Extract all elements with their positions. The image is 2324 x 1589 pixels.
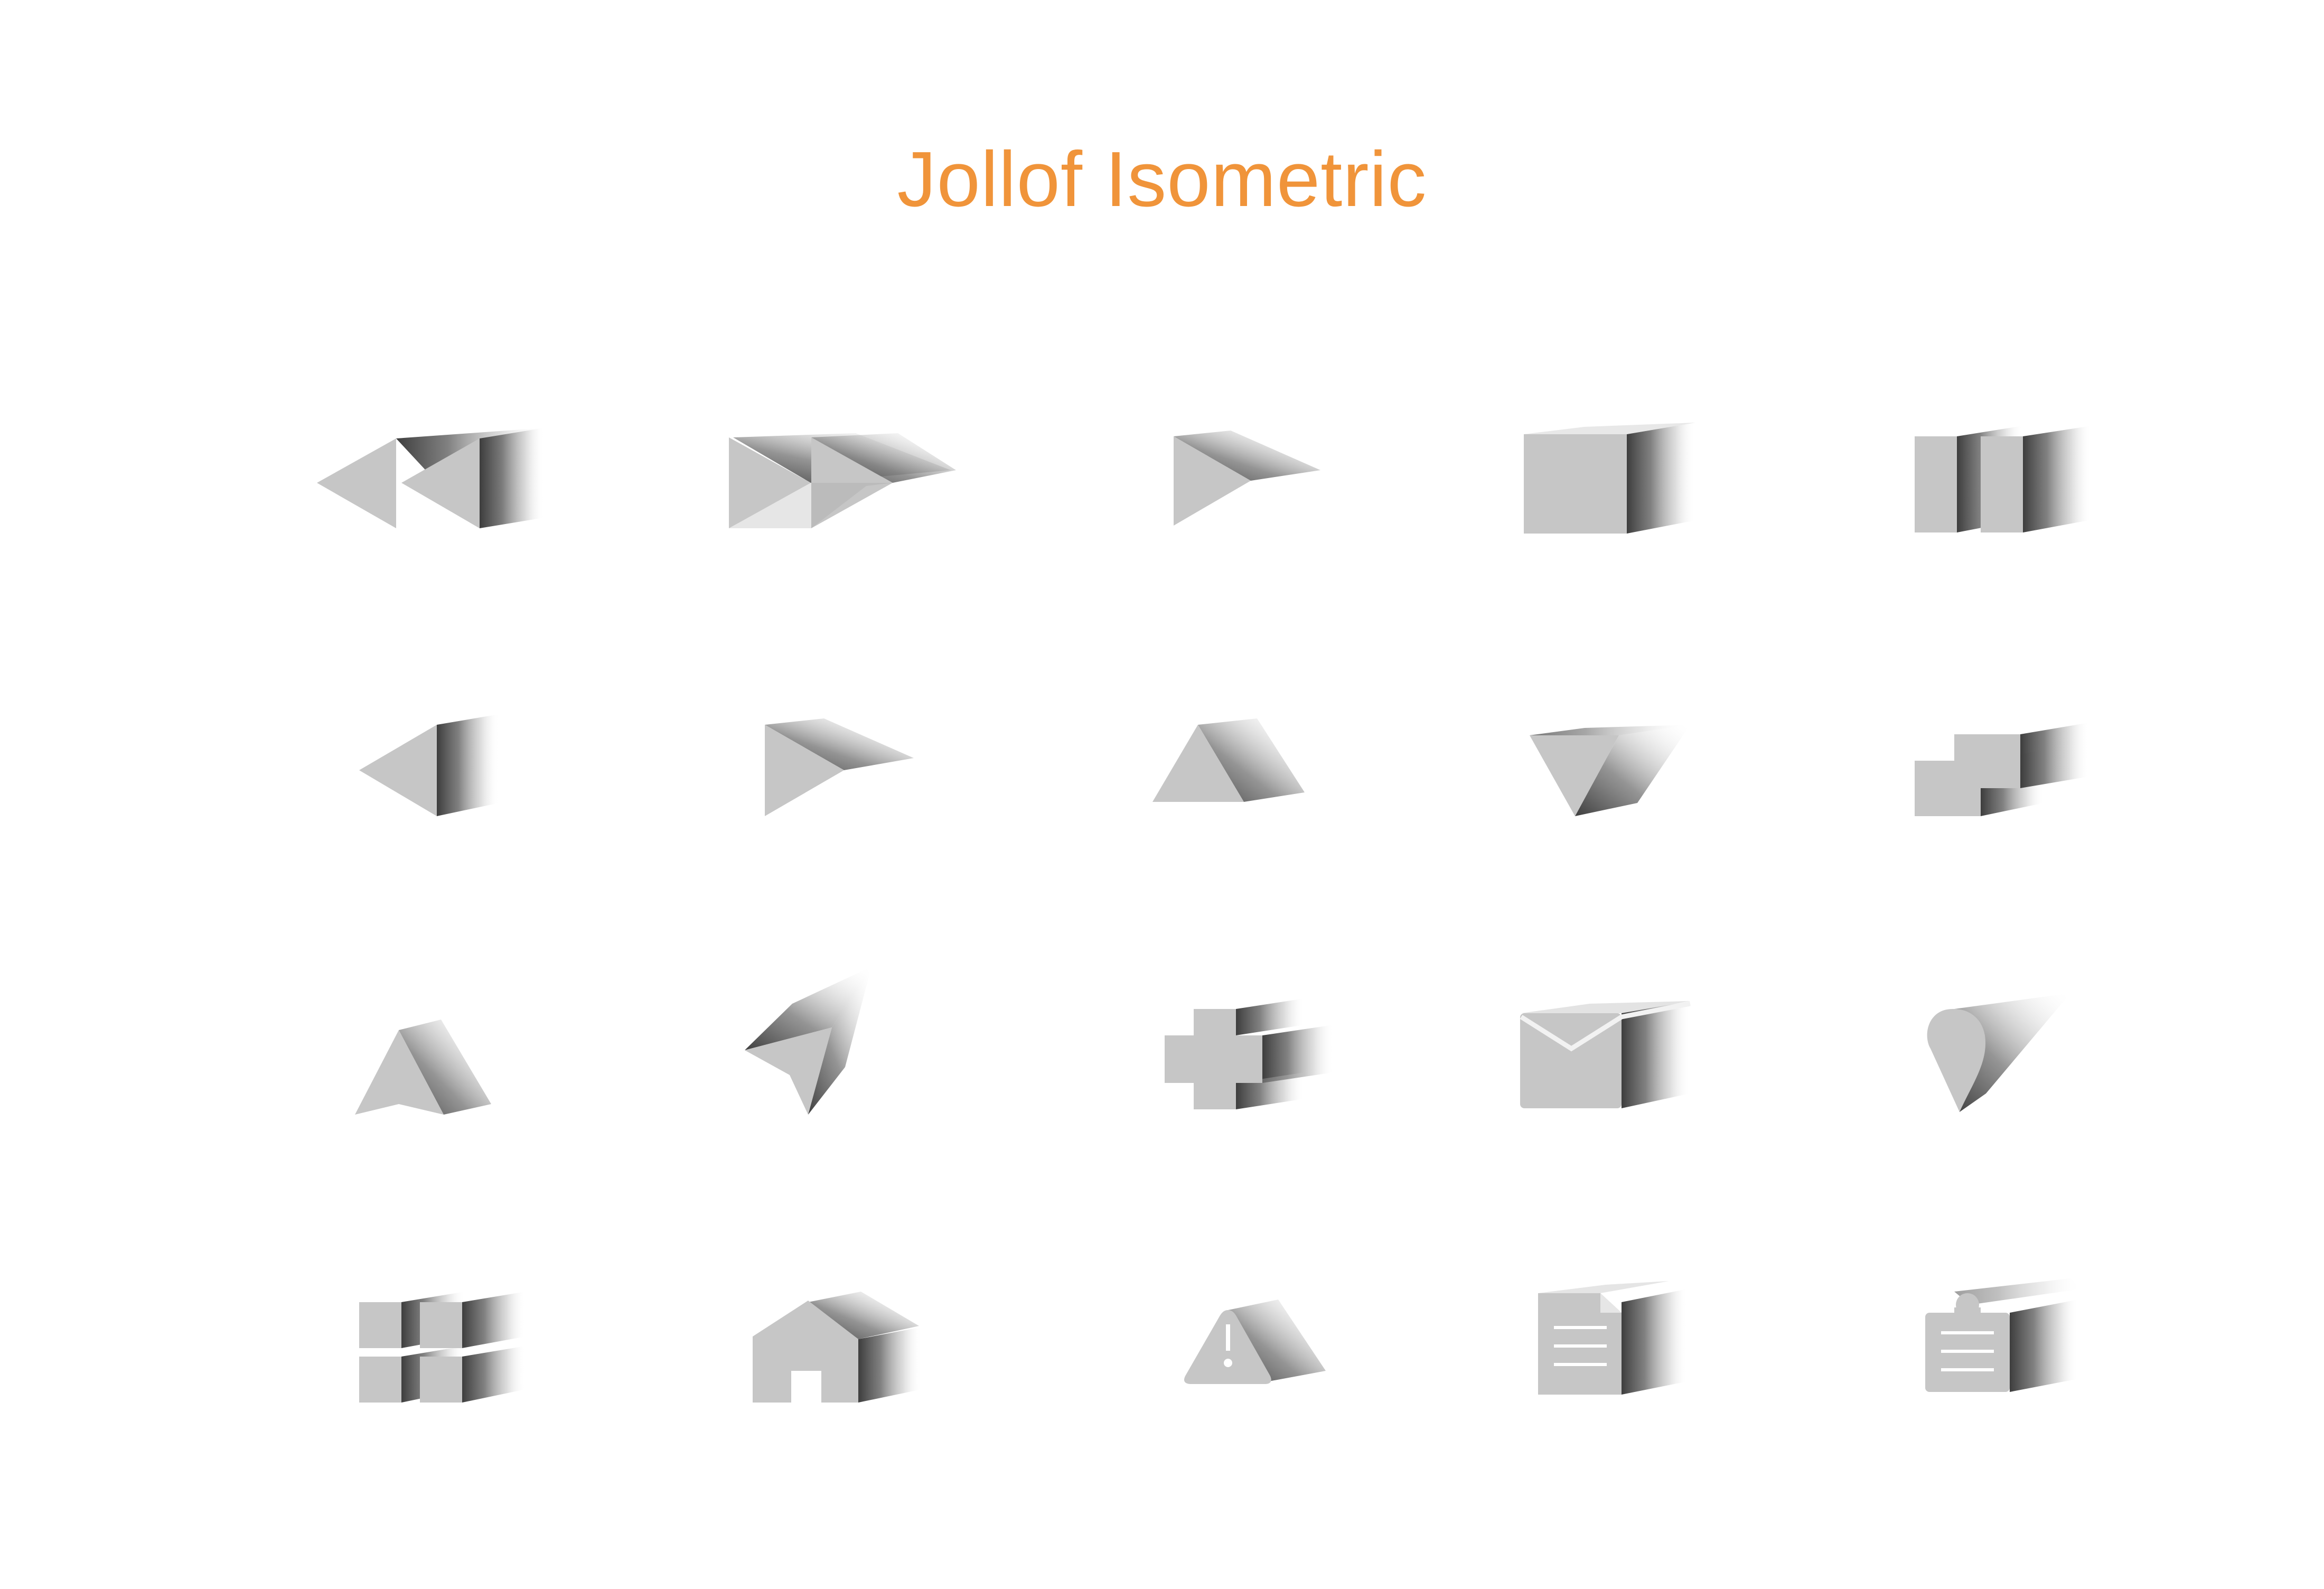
arrow-down-icon [1530,725,1690,816]
document-icon [1538,1281,1688,1395]
clipboard-icon [1925,1278,2081,1392]
navigation-icon [355,1020,491,1115]
arrow-left-icon [359,714,499,816]
warning-icon [1184,1300,1326,1384]
arrow-right-icon [765,718,914,816]
duplicate-icon [1915,723,2089,816]
mail-icon [1520,1001,1691,1108]
stop-icon [1524,423,1695,534]
send-icon [745,967,872,1115]
rewind-icon [317,428,544,528]
home-icon [753,1292,922,1403]
page-title: Jollof Isometric [897,136,1427,223]
map-pin-icon [1927,993,2070,1112]
pause-icon [1915,426,2092,532]
play-icon [1174,431,1320,526]
arrow-up-icon [1152,718,1305,802]
fast-forward-icon [729,433,956,528]
plus-icon [1165,998,1334,1109]
grid-icon [359,1292,526,1403]
